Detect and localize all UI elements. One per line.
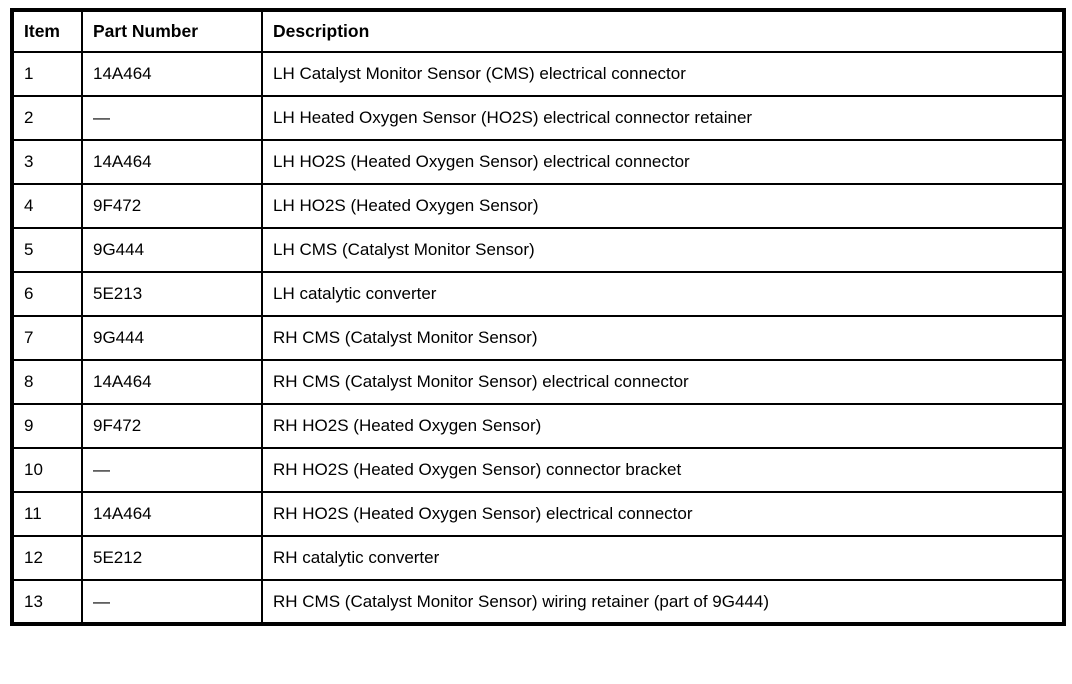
table-row: 8 14A464 RH CMS (Catalyst Monitor Sensor… — [11, 359, 1065, 405]
table-row: 1 14A464 LH Catalyst Monitor Sensor (CMS… — [11, 51, 1065, 97]
cell-part-number: — — [81, 447, 263, 493]
cell-description: LH HO2S (Heated Oxygen Sensor) electrica… — [261, 139, 1065, 185]
cell-description: LH HO2S (Heated Oxygen Sensor) — [261, 183, 1065, 229]
column-header-part-number: Part Number — [81, 9, 263, 53]
table-row: 9 9F472 RH HO2S (Heated Oxygen Sensor) — [11, 403, 1065, 449]
table-row: 4 9F472 LH HO2S (Heated Oxygen Sensor) — [11, 183, 1065, 229]
cell-item: 3 — [11, 139, 83, 185]
parts-table: Item Part Number Description 1 14A464 LH… — [10, 8, 1066, 626]
table-row: 13 — RH CMS (Catalyst Monitor Sensor) wi… — [11, 579, 1065, 625]
cell-description: RH HO2S (Heated Oxygen Sensor) — [261, 403, 1065, 449]
table-row: 2 — LH Heated Oxygen Sensor (HO2S) elect… — [11, 95, 1065, 141]
column-header-description: Description — [261, 9, 1065, 53]
cell-part-number: 14A464 — [81, 359, 263, 405]
table-row: 3 14A464 LH HO2S (Heated Oxygen Sensor) … — [11, 139, 1065, 185]
cell-part-number: 14A464 — [81, 491, 263, 537]
cell-part-number: 14A464 — [81, 51, 263, 97]
cell-description: RH CMS (Catalyst Monitor Sensor) electri… — [261, 359, 1065, 405]
cell-item: 5 — [11, 227, 83, 273]
cell-item: 9 — [11, 403, 83, 449]
cell-part-number: — — [81, 95, 263, 141]
cell-description: RH catalytic converter — [261, 535, 1065, 581]
cell-item: 10 — [11, 447, 83, 493]
cell-item: 8 — [11, 359, 83, 405]
cell-description: LH Heated Oxygen Sensor (HO2S) electrica… — [261, 95, 1065, 141]
cell-item: 2 — [11, 95, 83, 141]
cell-part-number: 9G444 — [81, 227, 263, 273]
cell-item: 11 — [11, 491, 83, 537]
cell-description: RH HO2S (Heated Oxygen Sensor) connector… — [261, 447, 1065, 493]
cell-part-number: 9F472 — [81, 403, 263, 449]
cell-part-number: — — [81, 579, 263, 625]
cell-description: LH CMS (Catalyst Monitor Sensor) — [261, 227, 1065, 273]
cell-part-number: 9G444 — [81, 315, 263, 361]
table-row: 7 9G444 RH CMS (Catalyst Monitor Sensor) — [11, 315, 1065, 361]
cell-description: LH catalytic converter — [261, 271, 1065, 317]
cell-item: 12 — [11, 535, 83, 581]
table-row: 10 — RH HO2S (Heated Oxygen Sensor) conn… — [11, 447, 1065, 493]
cell-description: RH HO2S (Heated Oxygen Sensor) electrica… — [261, 491, 1065, 537]
cell-description: RH CMS (Catalyst Monitor Sensor) — [261, 315, 1065, 361]
cell-item: 7 — [11, 315, 83, 361]
cell-part-number: 14A464 — [81, 139, 263, 185]
table-row: 5 9G444 LH CMS (Catalyst Monitor Sensor) — [11, 227, 1065, 273]
cell-part-number: 5E212 — [81, 535, 263, 581]
cell-description: RH CMS (Catalyst Monitor Sensor) wiring … — [261, 579, 1065, 625]
cell-item: 6 — [11, 271, 83, 317]
cell-item: 4 — [11, 183, 83, 229]
cell-description: LH Catalyst Monitor Sensor (CMS) electri… — [261, 51, 1065, 97]
cell-part-number: 9F472 — [81, 183, 263, 229]
table-header-row: Item Part Number Description — [11, 9, 1065, 53]
column-header-item: Item — [11, 9, 83, 53]
parts-table-container: Item Part Number Description 1 14A464 LH… — [10, 8, 1066, 626]
table-row: 6 5E213 LH catalytic converter — [11, 271, 1065, 317]
table-row: 12 5E212 RH catalytic converter — [11, 535, 1065, 581]
cell-item: 13 — [11, 579, 83, 625]
cell-item: 1 — [11, 51, 83, 97]
cell-part-number: 5E213 — [81, 271, 263, 317]
table-row: 11 14A464 RH HO2S (Heated Oxygen Sensor)… — [11, 491, 1065, 537]
